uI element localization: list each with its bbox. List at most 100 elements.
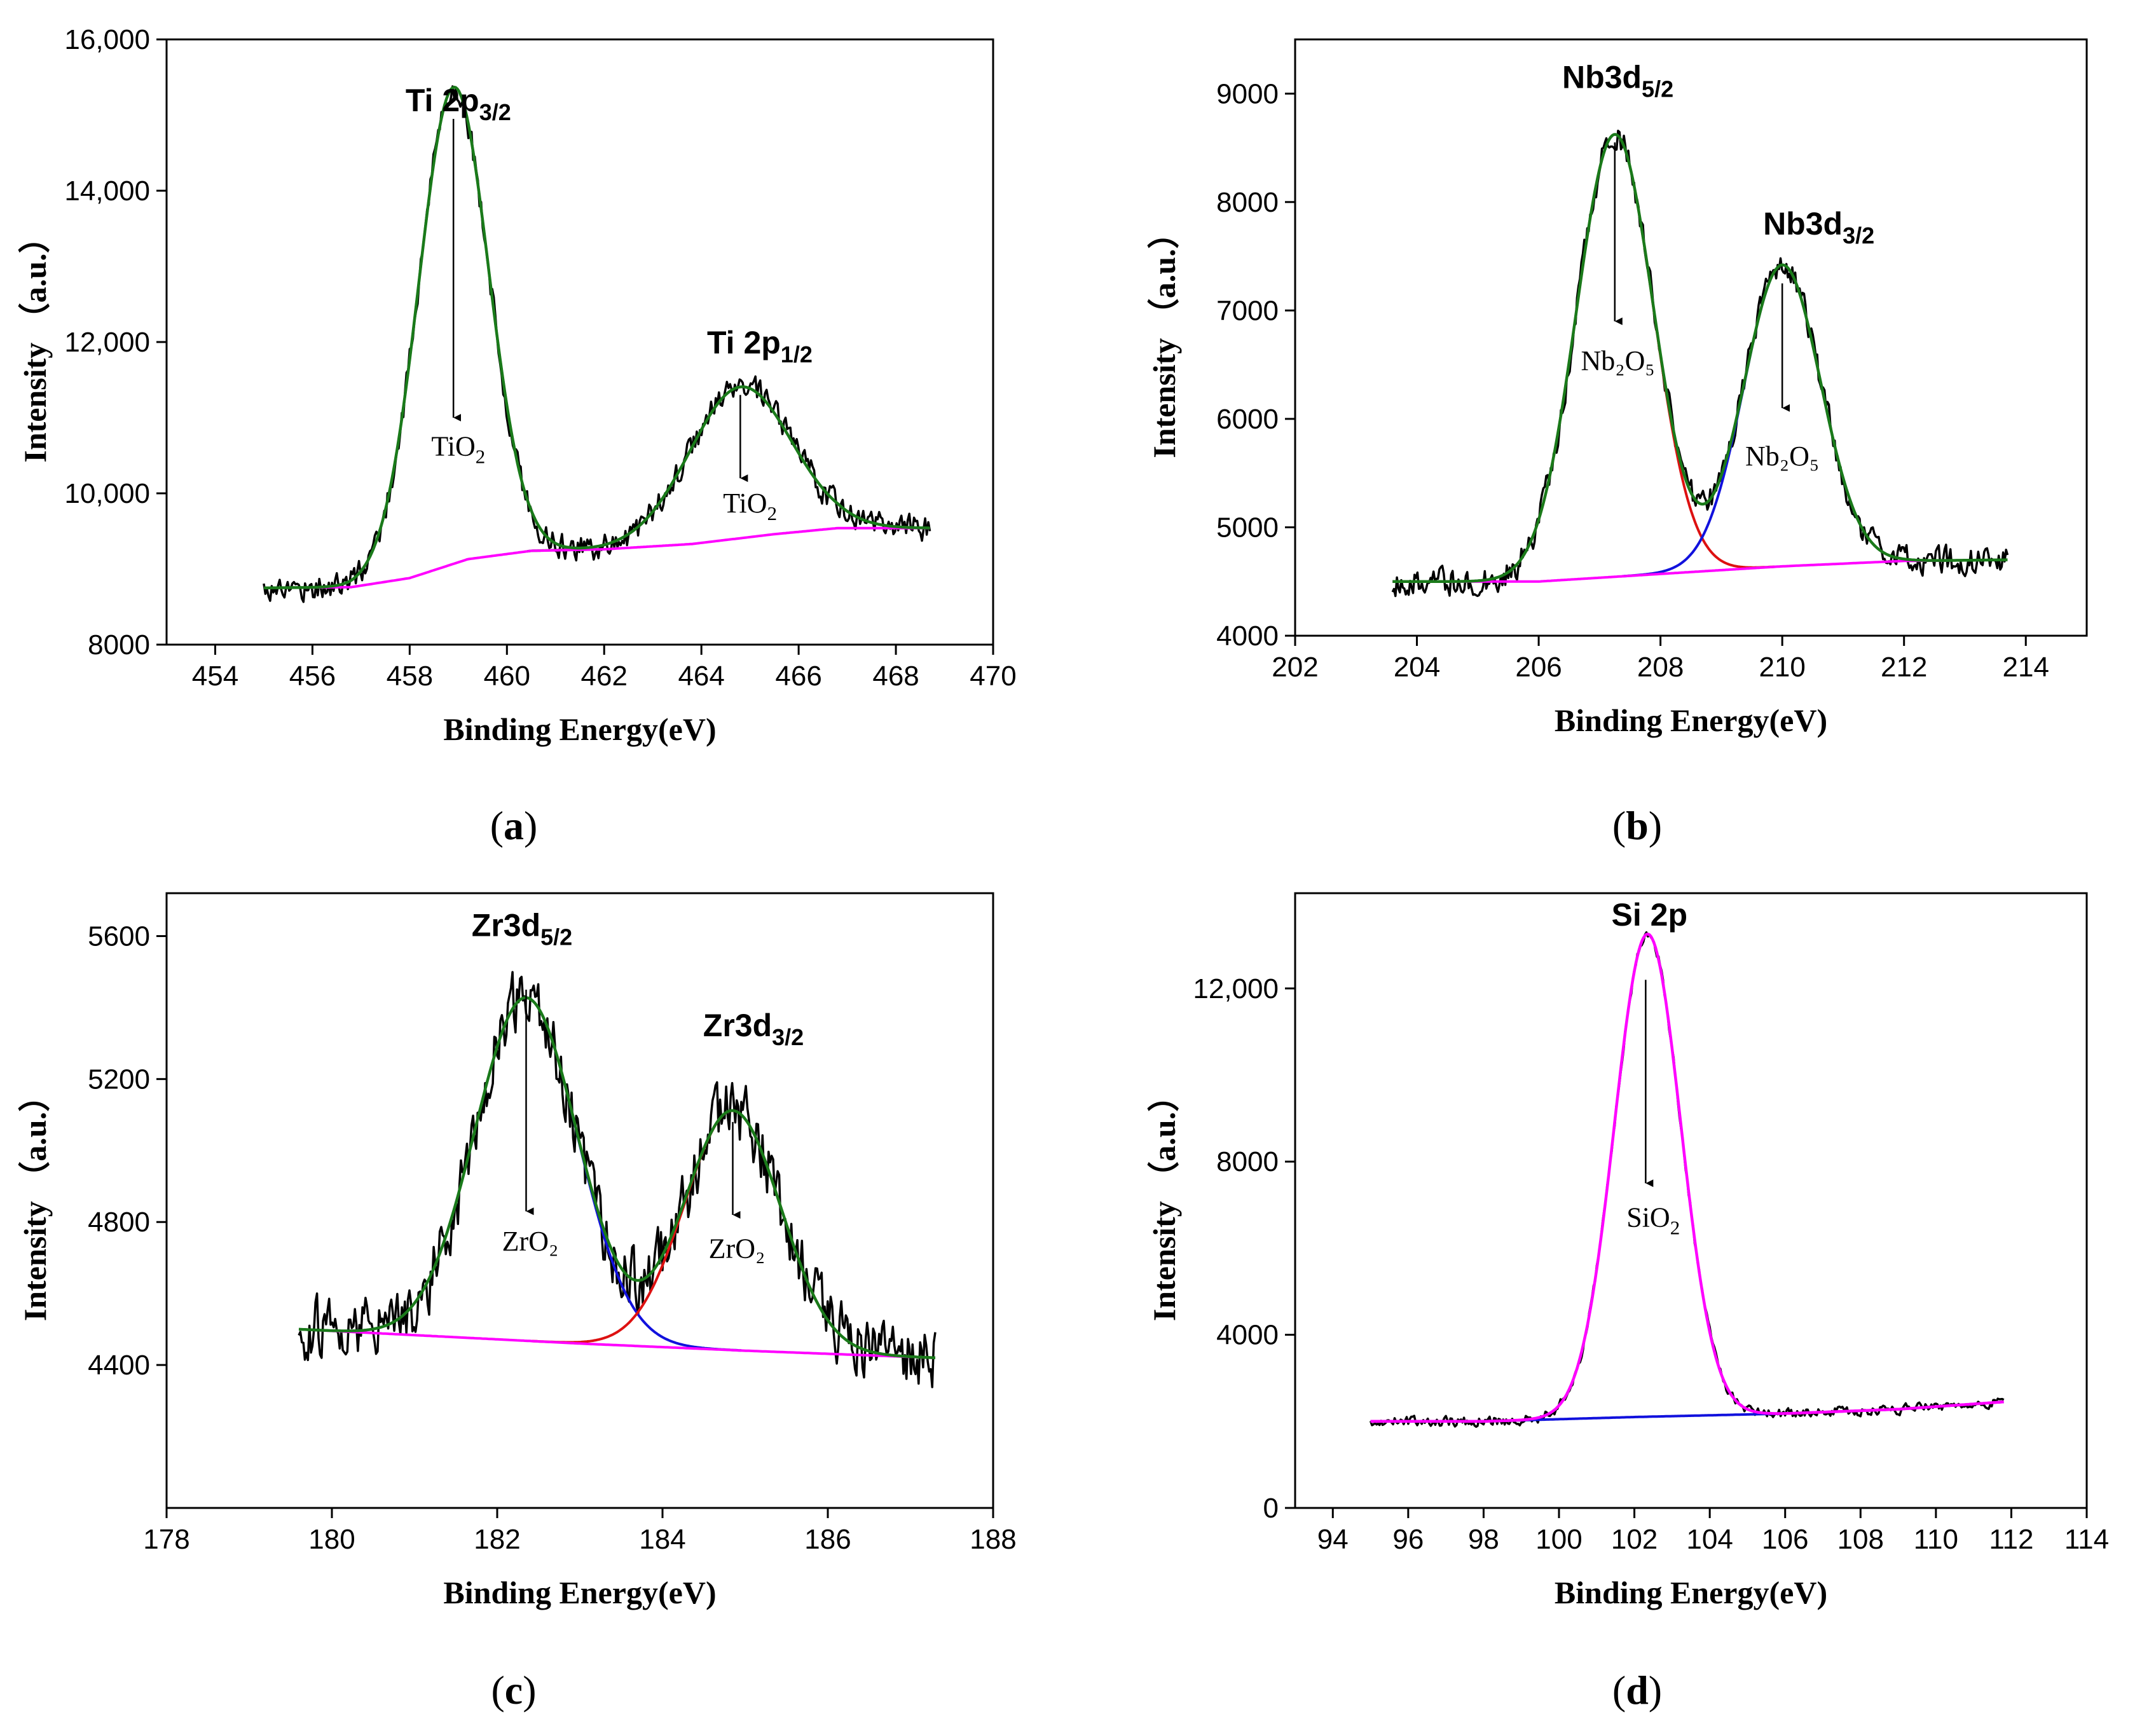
caption-letter: d bbox=[1626, 1668, 1649, 1713]
x-tick-label: 202 bbox=[1272, 652, 1318, 683]
chart-panel-c: 178 180 182 184 186 188 4400 4800 5200 5600 Bindin… bbox=[17, 892, 1017, 1713]
annotation-label: ZrO₂ bbox=[709, 1233, 766, 1264]
peak-label-main: Si 2p bbox=[1612, 897, 1687, 933]
x-tick-label: 460 bbox=[484, 661, 530, 692]
annotation-main: ZrO₂ bbox=[502, 1226, 559, 1257]
y-tick-label: 4000 bbox=[1216, 1320, 1279, 1351]
annotation-main: TiO bbox=[723, 488, 767, 519]
annotation-label: Nb₂O₅ bbox=[1745, 441, 1819, 472]
x-tick-label: 204 bbox=[1394, 652, 1440, 683]
x-tick-label: 188 bbox=[970, 1524, 1016, 1555]
caption-letter: c bbox=[505, 1668, 523, 1713]
annotation-main: Nb₂O₅ bbox=[1581, 345, 1654, 376]
y-tick-label: 16,000 bbox=[64, 24, 150, 55]
chart-panel-a: 454 456 458 460 462 464 466 468 470 8000 10,000 12,… bbox=[17, 24, 1017, 848]
annotation-main: SiO bbox=[1626, 1202, 1670, 1233]
caption-letter: b bbox=[1626, 803, 1649, 848]
chart-panel-d: 94 96 98 100 102 104 106 108 110 112 114 0 4000 8000 1… bbox=[1146, 892, 2109, 1713]
caption-open: ( bbox=[1612, 803, 1626, 848]
y-tick-label: 6000 bbox=[1216, 404, 1279, 435]
x-tick-label: 206 bbox=[1515, 652, 1562, 683]
x-tick-label: 186 bbox=[804, 1524, 851, 1555]
y-axis-title: Intensity （a.u.） bbox=[17, 1080, 53, 1321]
x-tick-label: 208 bbox=[1637, 652, 1684, 683]
x-tick-label: 182 bbox=[474, 1524, 520, 1555]
x-tick-label: 114 bbox=[2064, 1524, 2109, 1555]
peak-label: Zr3d3/2 bbox=[703, 1008, 804, 1050]
caption-close: ) bbox=[1649, 1668, 1662, 1713]
panel-caption: (b) bbox=[1612, 803, 1662, 848]
x-tick-label: 456 bbox=[289, 661, 336, 692]
fit-envelope-line bbox=[1370, 932, 2004, 1423]
background-line bbox=[263, 526, 930, 589]
y-tick-label: 9000 bbox=[1216, 78, 1279, 109]
y-tick-label: 14,000 bbox=[64, 175, 150, 207]
chart-panel-b: 202 204 206 208 210 212 214 4000 5000 6000 7000 800… bbox=[1146, 38, 2088, 848]
caption-close: ) bbox=[523, 1668, 536, 1713]
caption-open: ( bbox=[491, 1668, 504, 1713]
x-tick-label: 100 bbox=[1535, 1524, 1582, 1555]
peak-label-main: Nb3d bbox=[1562, 60, 1642, 95]
peak-label-sub: 1/2 bbox=[781, 341, 813, 367]
annotation-sub: 2 bbox=[767, 502, 778, 524]
x-tick-label: 98 bbox=[1468, 1524, 1499, 1555]
x-tick-label: 104 bbox=[1686, 1524, 1733, 1555]
x-tick-label: 458 bbox=[387, 661, 433, 692]
x-tick-label: 180 bbox=[308, 1524, 355, 1555]
y-tick-label: 4800 bbox=[88, 1207, 150, 1238]
panel-caption: (a) bbox=[490, 803, 538, 848]
y-axis-title: Intensity （a.u.） bbox=[1146, 217, 1182, 458]
annotation-label: TiO2 bbox=[431, 431, 485, 468]
plot-frame bbox=[1294, 38, 2088, 637]
peak-label: Zr3d5/2 bbox=[472, 907, 572, 950]
annotation-sub: 2 bbox=[476, 446, 486, 468]
peak-label: Ti 2p3/2 bbox=[406, 83, 511, 125]
peak-label-sub: 3/2 bbox=[479, 99, 511, 125]
peak-label: Nb3d3/2 bbox=[1763, 206, 1874, 249]
peak-label: Si 2p bbox=[1612, 897, 1687, 933]
y-tick-label: 7000 bbox=[1216, 295, 1279, 326]
annotation-label: ZrO₂ bbox=[502, 1226, 559, 1257]
x-axis-title: Binding Energy(eV) bbox=[1555, 1575, 1827, 1610]
background-line bbox=[298, 1327, 936, 1359]
peak-label-sub: 5/2 bbox=[540, 924, 572, 950]
x-tick-label: 110 bbox=[1914, 1524, 1958, 1555]
fit-envelope-line bbox=[298, 996, 936, 1360]
peak-label: Nb3d5/2 bbox=[1562, 60, 1673, 102]
y-tick-label: 4400 bbox=[88, 1350, 150, 1381]
y-tick-label: 10,000 bbox=[64, 478, 150, 509]
peak-label-sub: 5/2 bbox=[1642, 76, 1673, 102]
annotation-label: SiO2 bbox=[1626, 1202, 1680, 1238]
peak-label-main: Zr3d bbox=[703, 1008, 772, 1043]
panel-caption: (d) bbox=[1612, 1668, 1662, 1713]
annotation-label: TiO2 bbox=[723, 488, 777, 524]
x-tick-label: 102 bbox=[1611, 1524, 1658, 1555]
x-tick-label: 106 bbox=[1762, 1524, 1808, 1555]
annotation-main: Nb₂O₅ bbox=[1745, 441, 1819, 472]
plot-frame bbox=[165, 38, 994, 646]
caption-open: ( bbox=[490, 803, 504, 848]
peak-label-main: Nb3d bbox=[1763, 206, 1843, 242]
raw-spectrum-line bbox=[1391, 129, 2009, 598]
x-tick-label: 178 bbox=[143, 1524, 189, 1555]
y-axis-title: Intensity （a.u.） bbox=[1146, 1080, 1182, 1321]
raw-spectrum-line bbox=[263, 85, 931, 603]
background-line bbox=[1370, 1401, 2004, 1423]
y-tick-label: 8000 bbox=[1216, 187, 1279, 218]
x-tick-label: 470 bbox=[970, 661, 1016, 692]
x-tick-label: 112 bbox=[1989, 1524, 2033, 1555]
x-tick-label: 214 bbox=[2003, 652, 2049, 683]
y-axis-title: Intensity （a.u.） bbox=[17, 221, 53, 462]
y-tick-label: 4000 bbox=[1216, 620, 1279, 652]
caption-open: ( bbox=[1612, 1668, 1626, 1713]
peak-label-main: Ti 2p bbox=[707, 325, 781, 360]
x-tick-label: 210 bbox=[1759, 652, 1805, 683]
x-tick-label: 212 bbox=[1881, 652, 1927, 683]
x-tick-label: 468 bbox=[872, 661, 919, 692]
x-tick-label: 462 bbox=[581, 661, 628, 692]
peak-label-sub: 3/2 bbox=[1843, 223, 1874, 249]
x-tick-label: 94 bbox=[1317, 1524, 1349, 1555]
y-tick-label: 5600 bbox=[88, 921, 150, 952]
caption-letter: a bbox=[504, 803, 524, 848]
